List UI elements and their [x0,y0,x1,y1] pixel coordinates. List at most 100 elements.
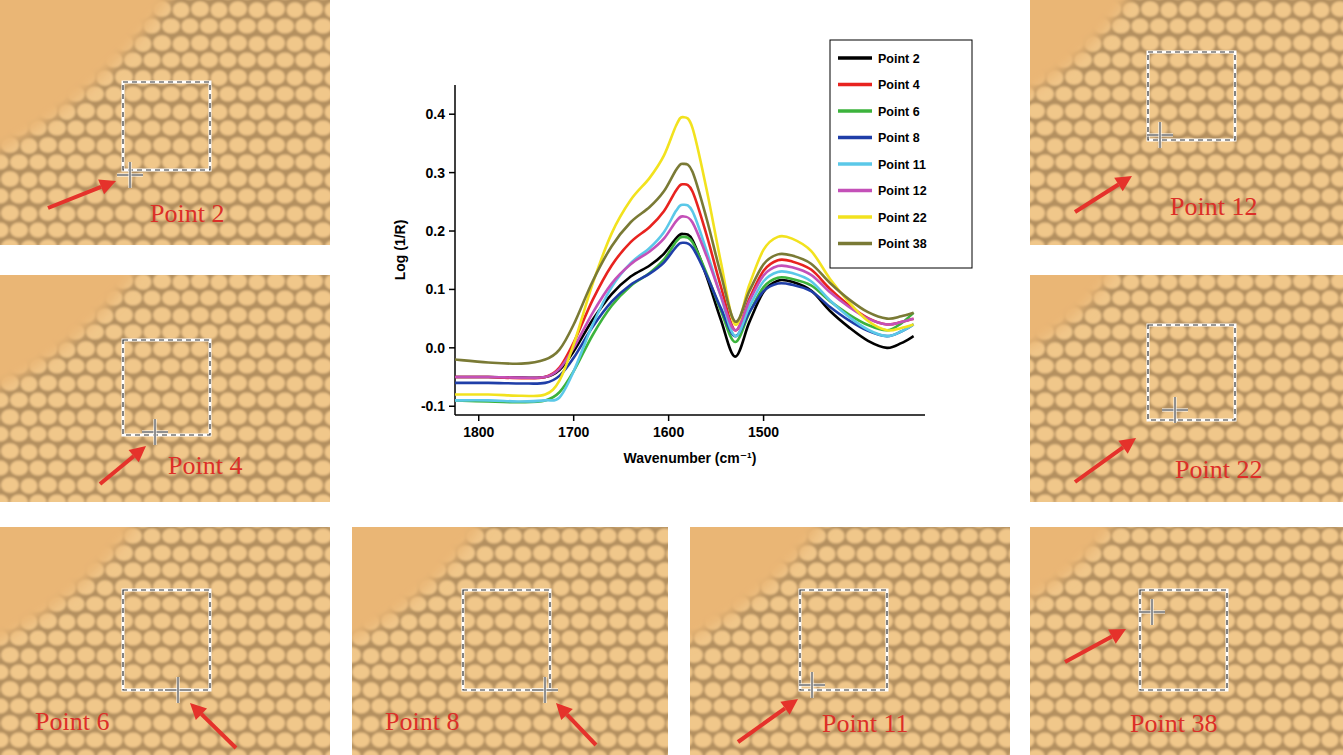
map-box-dash [123,340,210,435]
cell-texture [1030,275,1343,502]
y-tick-label: -0.1 [421,398,445,414]
arrow-head [556,703,573,720]
legend-swatch [838,136,872,140]
micrograph-panel: Point 11 [670,507,1015,755]
x-axis-title: Wavenumber (cm⁻¹) [624,450,757,466]
legend: Point 2Point 4Point 6Point 8Point 11Poin… [830,40,972,268]
cell-texture [0,527,330,755]
arrow-head [98,179,116,194]
micrograph-image [0,275,330,502]
image-tint [352,527,668,755]
y-axis [454,85,456,415]
cell-texture [352,527,668,755]
panel-label: Point 8 [385,707,459,736]
panel-label: Point 12 [1170,192,1257,221]
panel-label: Point 4 [168,451,242,480]
crosshair [1152,599,1153,625]
micrograph-image [0,527,330,755]
cell-texture [690,527,1010,755]
crosshair [544,677,547,703]
y-tick [449,230,455,232]
cell-texture [1030,0,1343,245]
legend-label: Point 8 [878,131,920,145]
legend-label: Point 6 [878,105,920,119]
x-tick-label: 1500 [748,424,779,440]
map-box-dash [123,590,210,690]
spectrum-chart: -0.10.00.10.20.30.41800170016001500Waven… [392,40,972,466]
image-ground [1030,527,1343,755]
crosshair [178,677,179,703]
legend-swatch [838,215,872,219]
legend-label: Point 22 [878,211,927,225]
x-tick [668,415,670,421]
legend-swatch [838,162,872,166]
arrow-head [780,699,798,715]
micrograph-image [1030,275,1343,502]
image-ground [0,0,330,245]
y-tick-label: 0.0 [426,340,446,356]
crosshair [130,162,131,188]
y-tick [449,405,455,407]
map-box-dash [1148,325,1235,420]
arrow-shaft [1075,447,1123,482]
micrograph-image [0,0,330,245]
crosshair [1160,122,1161,148]
image-ground [1030,275,1343,502]
cell-texture [1030,527,1343,755]
image-ground [352,527,668,755]
image-ground [0,527,330,755]
cell-texture [0,0,330,245]
micrograph-panel: Point 12 [1010,0,1343,250]
x-tick-label: 1800 [463,424,494,440]
map-box [1148,325,1235,420]
arrow-head [1108,629,1126,644]
map-box-dash [1140,590,1227,690]
map-box-dash [463,590,550,690]
micrograph-panel: Point 8 [332,507,673,755]
map-box [123,340,210,435]
x-tick [763,415,765,421]
arrow-shaft [201,714,236,748]
crosshair [155,419,156,445]
y-tick-label: 0.4 [426,106,446,122]
map-box-dash [123,82,210,170]
image-tint [0,527,330,755]
panel-label: Point 38 [1130,709,1217,738]
x-tick [573,415,575,421]
y-tick-label: 0.2 [426,223,446,239]
legend-label: Point 38 [878,237,927,251]
crosshair [812,672,813,698]
panel-label: Point 11 [822,709,908,738]
image-ground [690,527,1010,755]
map-box [463,590,550,690]
image-tint [1030,275,1343,502]
arrow-shaft [738,708,785,742]
crosshair [1151,599,1154,625]
crosshair [545,677,546,703]
arrow-head [1118,438,1136,454]
micrograph-panel: Point 2 [0,0,335,250]
legend-frame [830,40,972,268]
crosshair [811,672,814,698]
y-tick [449,347,455,349]
arrow-head [129,446,146,462]
legend-swatch [838,109,872,113]
x-tick-label: 1700 [558,424,589,440]
image-tint [1030,0,1343,245]
y-tick [449,289,455,291]
micrograph-image [352,527,668,755]
x-tick [478,415,480,421]
x-tick-label: 1600 [653,424,684,440]
image-tint [0,275,330,502]
micrograph-panel: Point 4 [0,255,335,507]
panel-label: Point 22 [1175,455,1262,484]
legend-swatch [838,189,872,193]
y-tick [449,172,455,174]
arrow-shaft [48,187,101,208]
x-axis [455,414,925,416]
arrow-shaft [567,715,596,745]
legend-label: Point 2 [878,52,920,66]
figure: Point 2 Point 4 Point 6 Point 8 Point 11 Poin… [0,0,1343,755]
crosshair [177,677,180,703]
arrow-shaft [1075,185,1118,212]
